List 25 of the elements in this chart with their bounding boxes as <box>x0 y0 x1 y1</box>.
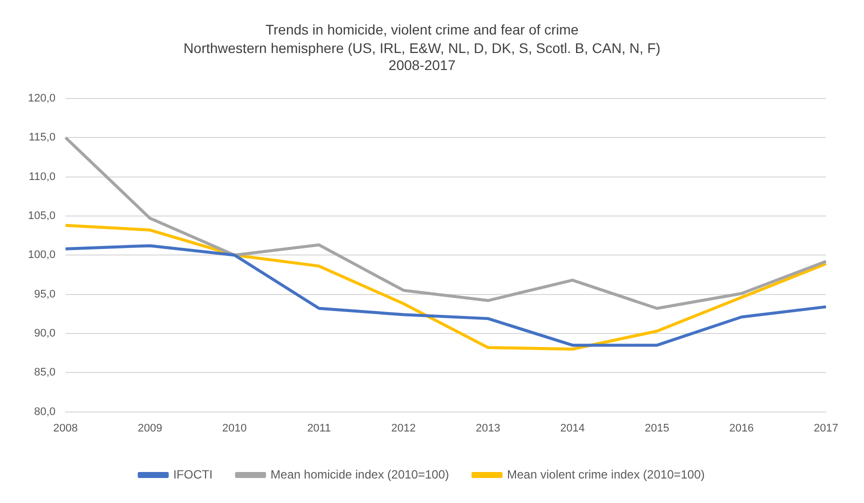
y-tick-label: 120,0 <box>28 92 56 104</box>
y-tick-label: 80,0 <box>34 406 56 418</box>
y-tick-label: 110,0 <box>28 170 56 183</box>
text: 2008-2017 <box>388 56 456 73</box>
x-tick-label: 2013 <box>476 422 500 434</box>
chart-subtitle: Northwestern hemisphere (US, IRL, E&W, NL, D, DK, S, Scotl. B, CAN, N, F) <box>184 40 660 56</box>
x-tick-label: 2014 <box>560 422 585 434</box>
legend-label: Mean homicide index (2010=100) <box>270 467 450 482</box>
y-tick-label: 95,0 <box>34 288 56 300</box>
x-tick-label: 2015 <box>644 422 670 434</box>
legend-label: Mean violent crime index (2010=100) <box>507 467 705 482</box>
legend-label: IFOCTI <box>173 467 213 482</box>
x-tick-label: 2010 <box>222 422 247 434</box>
x-tick-label: 2008 <box>53 422 78 434</box>
x-tick-label: 2012 <box>391 422 416 434</box>
x-tick-label: 2011 <box>307 422 331 434</box>
y-tick-label: 100,0 <box>28 249 56 262</box>
y-tick-label: 90,0 <box>34 327 56 340</box>
x-tick-label: 2016 <box>729 422 754 434</box>
y-tick-label: 115,0 <box>28 132 56 144</box>
chart-title: Trends in homicide, violent crime and fear of crime <box>265 21 579 38</box>
y-tick-label: 85,0 <box>34 366 56 379</box>
x-tick-label: 2009 <box>138 422 162 434</box>
x-tick-label: 2017 <box>814 422 838 434</box>
y-tick-label: 105,0 <box>28 210 56 222</box>
